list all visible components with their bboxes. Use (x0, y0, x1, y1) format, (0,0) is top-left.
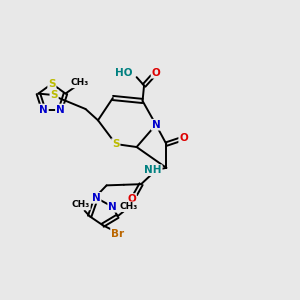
Text: S: S (50, 90, 58, 100)
Text: O: O (127, 194, 136, 204)
Text: N: N (39, 104, 48, 115)
Text: HO: HO (115, 68, 132, 78)
Text: N: N (56, 104, 65, 115)
Text: O: O (152, 68, 160, 78)
Text: N: N (92, 193, 100, 203)
Text: S: S (48, 79, 56, 89)
Text: N: N (108, 202, 117, 212)
Text: O: O (179, 133, 188, 143)
Text: CH₃: CH₃ (70, 78, 88, 87)
Text: NH: NH (144, 165, 162, 175)
Text: S: S (112, 139, 120, 149)
Text: Br: Br (111, 229, 124, 238)
Text: CH₃: CH₃ (119, 202, 137, 211)
Text: CH₃: CH₃ (72, 200, 90, 209)
Text: N: N (152, 120, 160, 130)
